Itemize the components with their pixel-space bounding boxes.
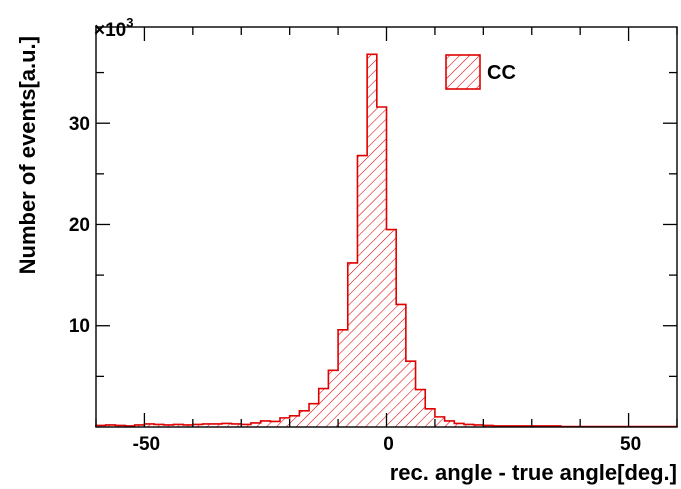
histogram-bin xyxy=(318,388,329,427)
histogram-bin xyxy=(105,424,116,427)
histogram-bin xyxy=(289,415,300,427)
x-tick-label-50: 50 xyxy=(620,434,641,455)
histogram-bin xyxy=(434,416,445,427)
histogram-bin xyxy=(347,262,358,427)
histogram-bin xyxy=(231,423,242,427)
histogram-bin xyxy=(134,424,145,427)
y-multiplier-base: ×10 xyxy=(94,20,126,41)
histogram-bin xyxy=(183,424,193,427)
legend: CC xyxy=(445,54,516,90)
y-axis-title: Number of events[a.u.] xyxy=(15,36,40,274)
histogram-outline xyxy=(95,53,678,428)
histogram-bin xyxy=(454,423,464,427)
y-tick-label-30: 30 xyxy=(69,114,90,135)
y-multiplier: ×103 xyxy=(94,15,133,41)
y-tick-label-20: 20 xyxy=(69,215,90,236)
histogram-bin xyxy=(405,361,416,427)
histogram-bin xyxy=(221,423,232,427)
histogram-bin xyxy=(202,423,213,427)
histogram-bin xyxy=(279,417,290,427)
y-tick-label-10: 10 xyxy=(69,316,90,337)
x-axis-ticks xyxy=(95,27,678,427)
x-tick-label-0: 0 xyxy=(383,434,394,455)
histogram-bin xyxy=(250,422,261,427)
histogram-bin xyxy=(212,423,222,427)
histogram-bin xyxy=(241,424,251,427)
histogram-bin xyxy=(270,421,280,427)
histogram-bin xyxy=(192,424,203,427)
legend-label-cc: CC xyxy=(487,62,516,84)
histogram-bin xyxy=(376,107,387,427)
histogram-bin xyxy=(163,424,174,427)
histogram-bin xyxy=(154,424,164,427)
y-multiplier-exponent: 3 xyxy=(126,15,133,30)
histogram-bin xyxy=(386,229,397,427)
histogram-bin xyxy=(309,403,319,427)
histogram-bin xyxy=(463,424,474,427)
histogram-bin xyxy=(173,424,184,427)
x-tick-label-neg50: -50 xyxy=(133,434,160,455)
histogram-bin xyxy=(444,420,455,427)
histogram-bin xyxy=(473,424,484,427)
x-axis-title: rec. angle - true angle[deg.] xyxy=(390,460,677,485)
y-axis-ticks xyxy=(96,71,677,378)
histogram-bin xyxy=(367,54,377,428)
histogram-bin xyxy=(299,410,310,427)
histogram-bars xyxy=(96,54,677,428)
histogram-bin xyxy=(338,329,348,427)
histogram-bin xyxy=(357,155,368,427)
histogram-bin xyxy=(396,304,406,427)
histogram-bin xyxy=(415,389,426,427)
histogram-bin xyxy=(328,370,339,427)
legend-swatch xyxy=(445,54,481,90)
histogram-bin xyxy=(425,408,435,427)
histogram-bin xyxy=(260,420,271,427)
histogram-bin xyxy=(144,423,155,427)
